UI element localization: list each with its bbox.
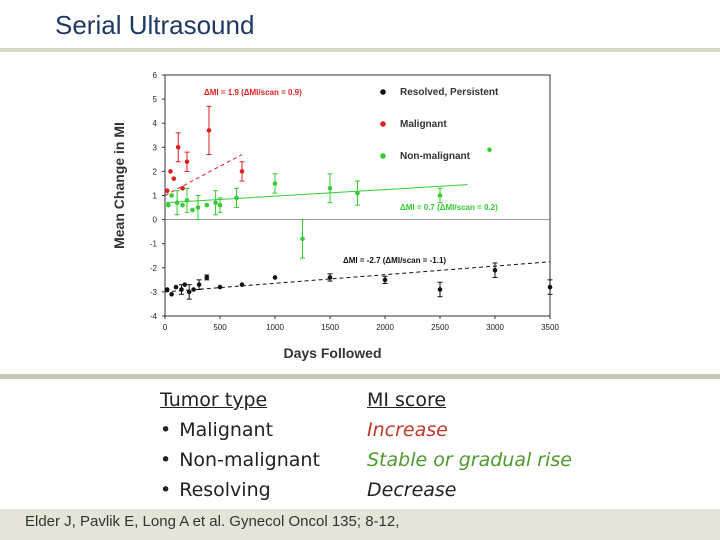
y-tick-label: 0 — [153, 216, 158, 225]
data-point — [196, 282, 202, 287]
data-point — [184, 159, 190, 165]
data-point — [492, 267, 498, 273]
y-tick-label: -3 — [150, 288, 158, 297]
legend-marker — [380, 153, 386, 159]
data-point — [300, 236, 305, 242]
y-tick-label: 1 — [153, 192, 158, 201]
y-axis-label: Mean Change in MI — [111, 122, 127, 249]
tumor-type-malignant: Malignant — [160, 415, 320, 445]
tumor-type-header: Tumor type — [160, 389, 268, 411]
x-tick-label: 1500 — [321, 323, 339, 332]
legend-label: Malignant — [400, 119, 447, 130]
x-tick-label: 3500 — [541, 323, 559, 332]
y-tick-label: 2 — [153, 167, 158, 176]
mi-score-decrease: Decrease — [367, 479, 457, 501]
mi-change-chart: -4 -3 -2 -1 0 1 2 3 4 5 6 0 500 1000 1500 2000 2500 3000 3… — [111, 71, 559, 361]
mi-score-column: MI score Increase Stable or gradual rise… — [367, 385, 572, 505]
data-point — [217, 284, 223, 290]
data-point — [180, 185, 185, 191]
data-point — [166, 202, 171, 208]
data-point — [234, 195, 239, 201]
data-point — [184, 198, 190, 203]
trend-annotation: ΔMI = 0.7 (ΔMI/scan = 0.2) — [400, 203, 498, 212]
data-point — [213, 200, 218, 206]
data-point — [173, 284, 179, 290]
x-axis-label: Days Followed — [283, 345, 381, 361]
x-tick-label: 0 — [163, 323, 168, 332]
mi-score-stable: Stable or gradual rise — [367, 449, 572, 471]
legend-label: Resolved, Persistent — [400, 87, 499, 98]
data-point — [169, 193, 174, 198]
trend-line — [164, 154, 243, 196]
data-point — [164, 188, 170, 193]
data-point — [206, 128, 212, 133]
data-point — [437, 193, 443, 198]
data-point — [204, 202, 210, 208]
x-tick-label: 3000 — [486, 323, 504, 332]
trend-line — [164, 261, 551, 293]
tumor-type-resolving: Resolving — [160, 475, 320, 505]
data-point — [272, 275, 278, 280]
data-point — [191, 287, 196, 292]
data-point — [195, 205, 201, 210]
x-tick-label: 2000 — [376, 323, 394, 332]
trend-annotation: ΔMI = -2.7 (ΔMI/scan = -1.1) — [343, 256, 446, 265]
tumor-type-column: Tumor type Malignant Non-malignant Resol… — [160, 385, 320, 505]
data-point — [186, 289, 192, 295]
mi-score-increase: Increase — [367, 419, 448, 441]
data-point — [437, 287, 443, 292]
data-point — [179, 287, 184, 292]
data-point — [182, 282, 188, 287]
data-point — [547, 284, 553, 290]
data-point — [239, 282, 245, 287]
data-point — [382, 277, 388, 283]
y-tick-label: -1 — [150, 240, 158, 249]
y-tick-label: 6 — [153, 71, 158, 80]
legend-label: Non-malignant — [400, 151, 471, 162]
tumor-type-non-malignant: Non-malignant — [160, 445, 320, 475]
data-point — [174, 200, 180, 206]
data-point — [169, 292, 174, 297]
data-point — [327, 185, 333, 191]
data-point — [171, 176, 177, 181]
footer-bar — [0, 509, 720, 540]
data-point — [164, 287, 170, 292]
x-tick-label: 2500 — [431, 323, 449, 332]
data-point — [204, 275, 210, 280]
data-point — [168, 169, 173, 174]
x-tick-label: 1000 — [266, 323, 284, 332]
data-point — [272, 181, 278, 186]
legend-marker — [380, 89, 386, 95]
legend-marker — [380, 121, 386, 127]
data-point — [239, 169, 245, 174]
y-tick-label: -2 — [150, 264, 158, 273]
data-point — [175, 145, 181, 150]
y-tick-label: 5 — [153, 95, 158, 104]
y-tick-label: 3 — [153, 143, 158, 152]
data-point — [190, 207, 195, 213]
data-point — [217, 202, 223, 208]
data-point — [355, 190, 360, 196]
slide-title: Serial Ultrasound — [55, 10, 255, 40]
mi-score-header: MI score — [367, 389, 447, 411]
y-tick-label: 4 — [153, 119, 158, 128]
data-point — [327, 275, 333, 280]
data-point — [487, 147, 492, 153]
trend-annotation: ΔMI = 1.9 (ΔMI/scan = 0.9) — [204, 88, 302, 97]
data-point — [180, 202, 185, 208]
trend-line — [164, 184, 468, 204]
citation-text: Elder J, Pavlik E, Long A et al. Gynecol… — [25, 513, 400, 530]
y-tick-label: -4 — [150, 312, 158, 321]
top-divider-bar — [0, 48, 720, 52]
middle-divider-bar — [0, 374, 720, 379]
x-tick-label: 500 — [213, 323, 227, 332]
